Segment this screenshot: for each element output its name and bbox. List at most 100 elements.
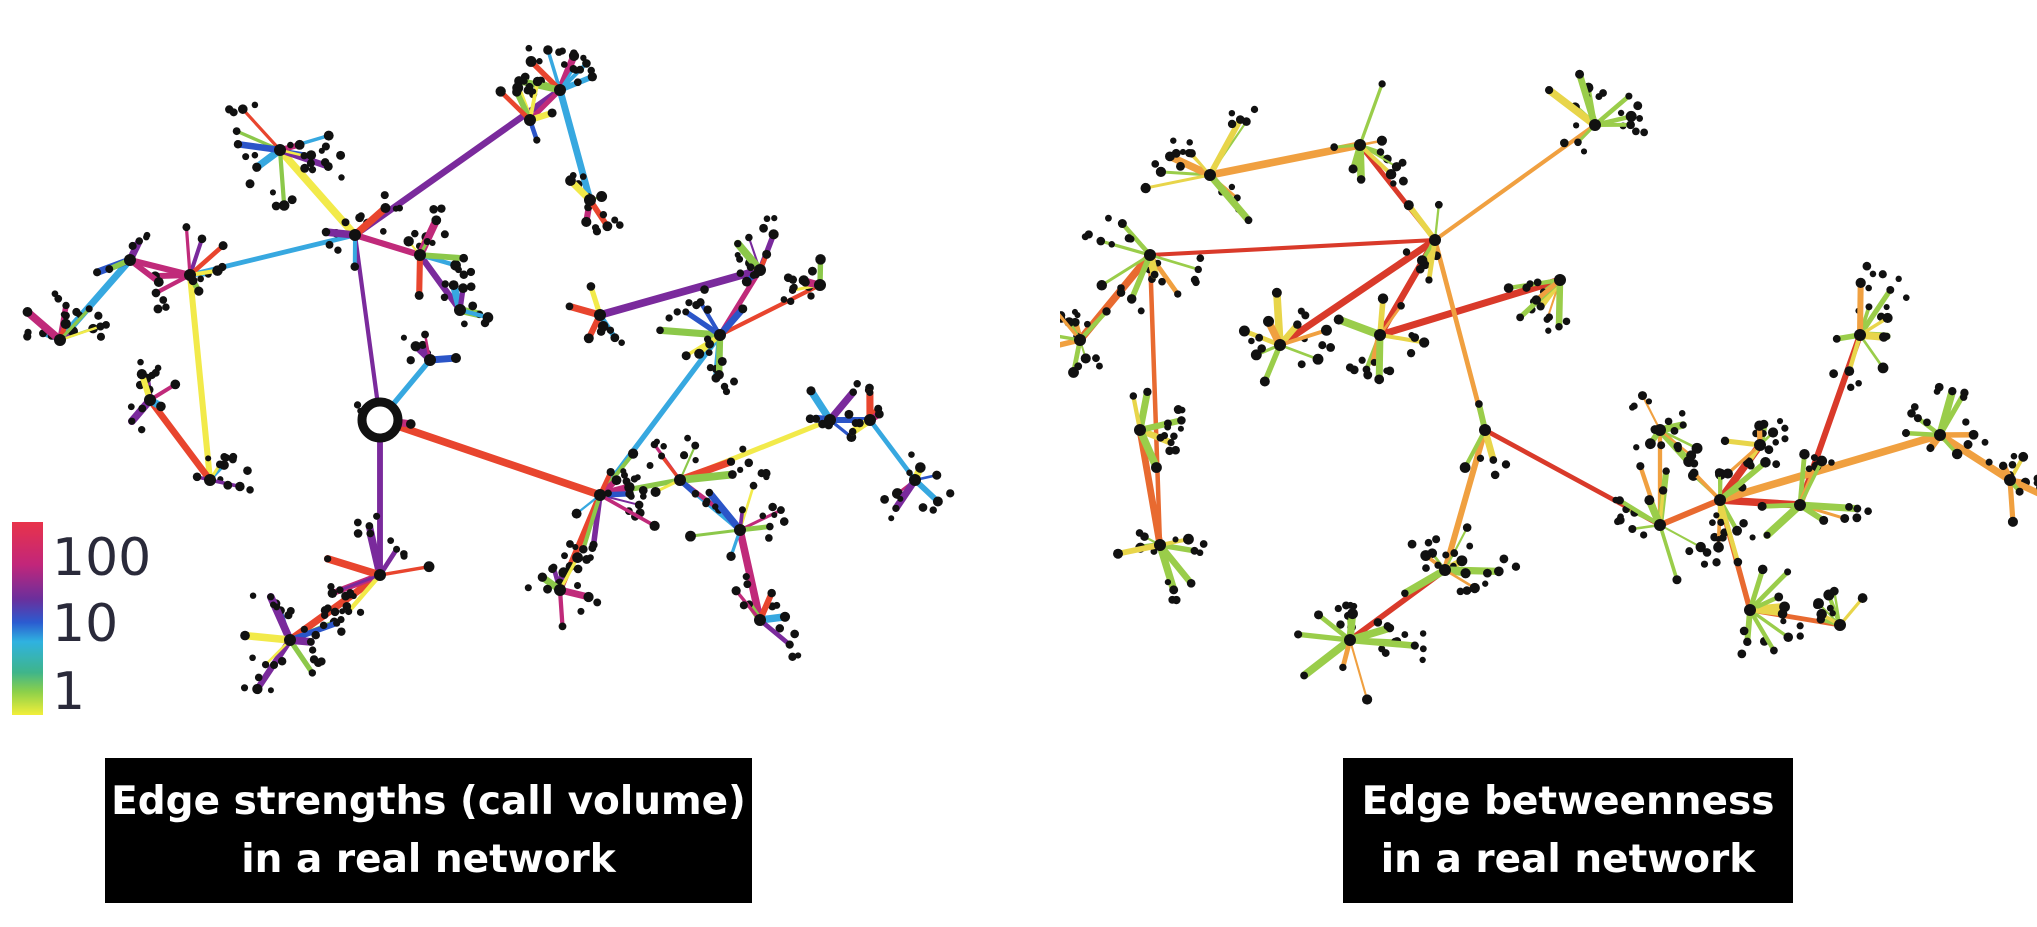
network-node: [300, 163, 310, 173]
network-node: [128, 241, 137, 250]
colorbar-tick-10: 10: [52, 594, 119, 654]
network-node: [1690, 459, 1699, 468]
network-node: [1645, 438, 1656, 450]
network-node: [254, 673, 263, 682]
network-node: [1784, 568, 1792, 576]
network-node: [327, 582, 335, 591]
network-edge: [1617, 498, 1663, 528]
network-node: [627, 448, 639, 459]
network-node: [320, 611, 329, 619]
network-node: [1172, 536, 1179, 543]
network-node: [1895, 275, 1902, 283]
network-node: [1545, 327, 1552, 334]
network-edge: [528, 79, 540, 122]
network-node: [423, 238, 431, 246]
network-node: [571, 508, 582, 519]
network-node: [807, 292, 815, 300]
network-node: [300, 152, 308, 160]
network-edge: [1378, 304, 1403, 337]
network-node: [1772, 439, 1779, 446]
network-node: [765, 534, 773, 542]
network-node: [566, 540, 574, 548]
network-hub-node: [1439, 564, 1451, 576]
network-node: [1390, 180, 1397, 187]
network-node: [2007, 516, 2018, 527]
network-node: [2015, 487, 2024, 496]
network-node: [561, 552, 568, 560]
network-node: [591, 224, 600, 232]
network-hub-node: [554, 584, 566, 596]
network-hub-node: [1834, 619, 1846, 631]
network-node: [587, 72, 597, 82]
network-node: [1636, 115, 1644, 122]
network-node: [1334, 604, 1342, 613]
network-edge: [736, 526, 764, 624]
network-node: [1339, 663, 1347, 672]
network-edge: [678, 444, 697, 482]
network-node: [692, 301, 701, 310]
network-hub-node: [1854, 329, 1866, 341]
network-node: [1297, 360, 1306, 369]
network-edge: [1276, 236, 1439, 349]
network-node: [620, 471, 628, 479]
network-node: [908, 451, 915, 458]
network-node: [703, 335, 712, 343]
network-edge: [1300, 636, 1354, 680]
network-edge: [1858, 333, 1885, 370]
network-edge: [527, 87, 563, 123]
network-edge: [1100, 253, 1152, 287]
network-node: [1853, 504, 1862, 513]
network-edge: [376, 416, 604, 499]
network-node: [1951, 448, 1963, 460]
network-node: [767, 588, 776, 598]
left-network-panel: 100 10 1 Edge strengths (call volume) in…: [0, 0, 1010, 927]
network-node: [1614, 517, 1622, 526]
highlighted-node: [357, 397, 403, 443]
network-edge: [1592, 93, 1632, 128]
network-node: [1739, 518, 1748, 528]
network-node: [1664, 417, 1673, 426]
network-hub-node: [1479, 424, 1491, 436]
network-edge: [1658, 523, 1679, 582]
network-node: [311, 630, 320, 640]
network-node: [1717, 518, 1725, 527]
network-node: [156, 401, 166, 412]
network-node: [22, 306, 33, 317]
network-node: [1333, 314, 1344, 325]
network-node: [1760, 457, 1771, 468]
network-edge: [1463, 427, 1488, 470]
network-hub-node: [594, 489, 606, 501]
network-node: [1419, 656, 1426, 664]
network-edge: [1206, 171, 1253, 224]
network-node: [548, 564, 557, 574]
network-node: [1398, 176, 1408, 186]
network-hub-node: [1144, 249, 1156, 261]
network-node: [1658, 486, 1668, 495]
network-node: [1810, 454, 1818, 462]
network-node: [327, 588, 338, 598]
network-edge: [2006, 476, 2037, 497]
network-node: [1156, 433, 1165, 442]
network-node: [306, 159, 315, 168]
network-node: [1629, 404, 1636, 411]
network-node: [437, 204, 446, 213]
network-node: [579, 544, 588, 554]
network-node: [1330, 143, 1339, 151]
network-node: [1422, 564, 1430, 572]
network-node: [1599, 89, 1607, 97]
network-node: [929, 506, 937, 514]
network-node: [294, 139, 305, 150]
network-edge: [1156, 541, 1178, 594]
network-node: [1545, 313, 1554, 321]
network-node: [694, 348, 705, 359]
network-edge: [1656, 496, 1724, 529]
network-node: [625, 489, 634, 499]
network-node: [1902, 294, 1910, 301]
network-node: [726, 551, 736, 561]
network-edge: [351, 204, 390, 239]
network-node: [602, 221, 613, 232]
network-node: [737, 466, 744, 473]
network-node: [162, 303, 170, 311]
network-node: [815, 254, 826, 265]
network-node: [638, 485, 648, 495]
